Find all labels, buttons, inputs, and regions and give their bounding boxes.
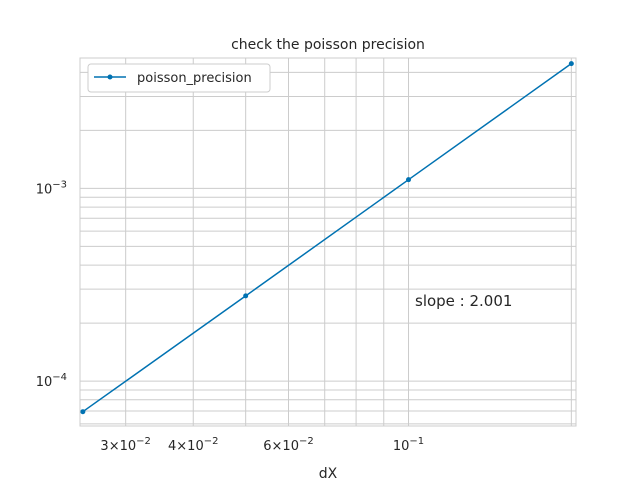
legend-label: poisson_precision [137,71,252,86]
data-point [568,61,574,67]
series-line [82,62,572,413]
data-point [80,409,86,415]
legend-marker [107,74,113,80]
y-tick-labels: 10−3 10−4 [36,179,67,390]
data-point [243,293,249,299]
x-tick-label: 6×10−2 [263,436,313,454]
data-point [406,177,412,183]
series-layer [80,61,574,415]
y-tick-label: 10−4 [36,372,67,390]
plot-frame [79,57,577,427]
x-tick-label: 10−1 [393,436,424,454]
x-tick-label: 3×10−2 [100,436,150,454]
grid [80,58,576,426]
x-axis-label: dX [319,466,338,480]
legend-box [87,63,271,93]
x-tick-labels: 3×10−2 4×10−2 6×10−2 10−1 [100,436,424,454]
y-tick-label: 10−3 [36,179,67,197]
chart-title: check the poisson precision [231,37,425,53]
x-tick-label: 4×10−2 [168,436,218,454]
legend: poisson_precision [87,63,271,93]
slope-annotation: slope : 2.001 [415,292,512,310]
